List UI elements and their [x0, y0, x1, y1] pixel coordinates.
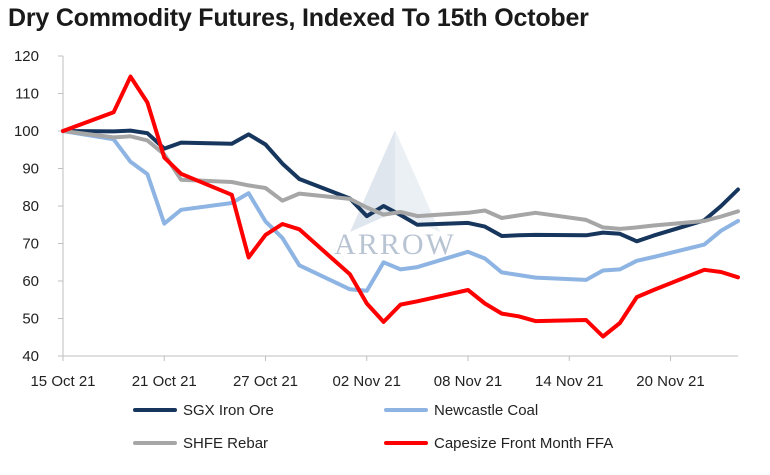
- y-axis-ticks: 40 50 60 70 80 90 100 110 120: [14, 48, 63, 365]
- x-tick-label: 14 Nov 21: [535, 373, 603, 390]
- watermark-triangle-right: [395, 130, 440, 232]
- x-tick-label: 02 Nov 21: [333, 373, 401, 390]
- series-line-sgx-iron-ore: [61, 128, 740, 244]
- y-tick-label: 40: [22, 348, 39, 365]
- series-line-capesize-front-month-ffa: [61, 74, 740, 339]
- series-lines: [61, 74, 740, 339]
- x-tick-label: 20 Nov 21: [636, 373, 704, 390]
- x-axis-ticks: 15 Oct 21 21 Oct 21 27 Oct 21 02 Nov 21 08 N…: [30, 356, 705, 390]
- watermark-logo: ARROW: [334, 130, 456, 261]
- y-tick-label: 100: [14, 123, 39, 140]
- legend-label: SGX Iron Ore: [183, 402, 274, 419]
- y-tick-label: 110: [15, 86, 39, 103]
- watermark-text: ARROW: [334, 228, 456, 261]
- y-tick-label: 60: [22, 273, 39, 290]
- legend-label: Capesize Front Month FFA: [434, 435, 613, 452]
- x-tick-label: 27 Oct 21: [233, 373, 298, 390]
- y-tick-label: 120: [14, 48, 39, 65]
- series-line-shfe-rebar: [61, 129, 740, 231]
- y-tick-label: 70: [22, 236, 39, 253]
- x-tick-label: 08 Nov 21: [434, 373, 502, 390]
- legend-label: SHFE Rebar: [183, 435, 268, 452]
- chart-title: Dry Commodity Futures, Indexed To 15th O…: [8, 4, 589, 32]
- x-tick-label: 21 Oct 21: [132, 373, 197, 390]
- x-tick-label: 15 Oct 21: [30, 373, 95, 390]
- series-line-newcastle-coal: [61, 129, 740, 293]
- watermark-triangle-left: [350, 130, 395, 232]
- y-tick-label: 80: [22, 198, 39, 215]
- legend-label: Newcastle Coal: [434, 402, 538, 419]
- legend: SGX Iron Ore Newcastle Coal SHFE Rebar Cape…: [133, 402, 613, 452]
- y-tick-label: 50: [22, 311, 39, 328]
- y-tick-label: 90: [22, 161, 39, 178]
